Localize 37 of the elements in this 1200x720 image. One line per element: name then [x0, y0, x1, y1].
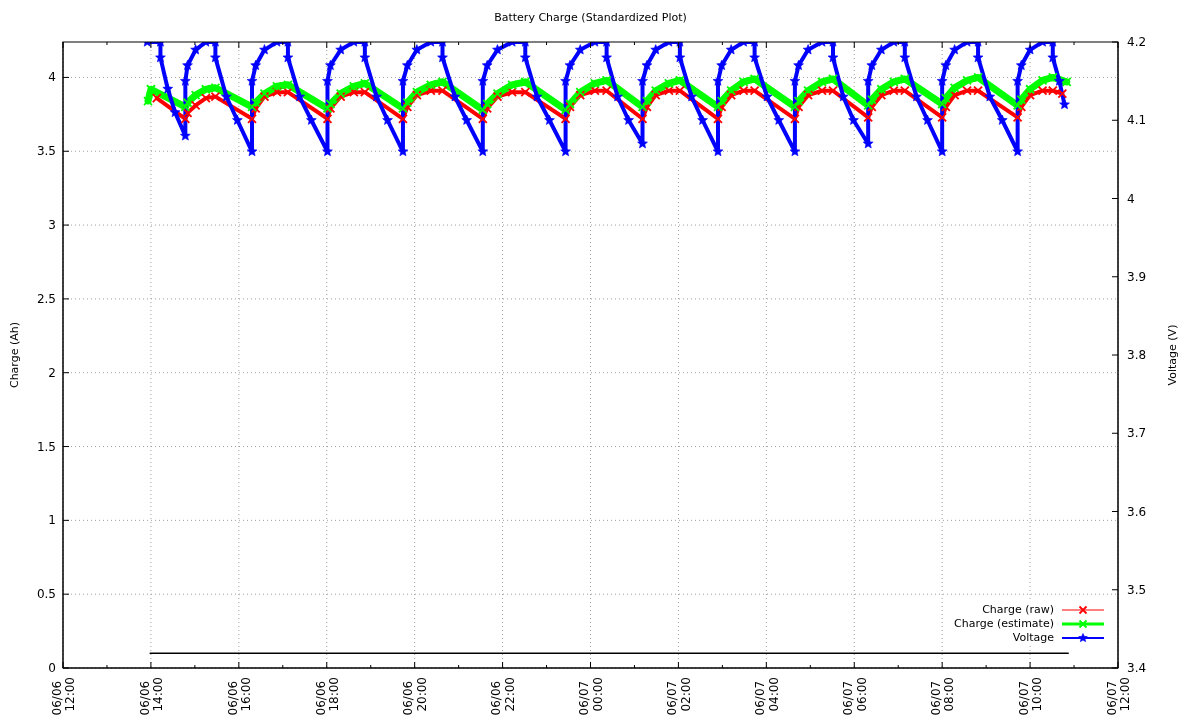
y2-tick-label: 3.6 [1127, 504, 1147, 519]
y-tick-label: 4 [48, 70, 56, 85]
y2-tick-label: 4.1 [1127, 113, 1147, 128]
y2-tick-label: 3.7 [1127, 426, 1147, 441]
y-axis-title: Charge (Ah) [7, 321, 21, 389]
x-tick-label: 06/07 12:00 [1104, 677, 1133, 716]
y2-tick-label: 4.2 [1127, 35, 1147, 49]
x-tick-label: 06/06 22:00 [489, 677, 517, 716]
x-tick-label: 06/06 16:00 [225, 677, 254, 716]
x-tick-label: 06/07 08:00 [928, 677, 957, 716]
y-tick-label: 3 [48, 218, 56, 233]
y2-tick-label: 3.8 [1127, 348, 1147, 362]
chart-title: Battery Charge (Standardized Plot) [494, 11, 687, 24]
y2-tick-label: 3.9 [1127, 269, 1147, 284]
y-tick-label: 2.5 [36, 291, 56, 306]
y-tick-label: 0 [48, 661, 56, 675]
y-tick-label: 1 [48, 513, 56, 528]
y-tick-label: 1.5 [36, 439, 56, 454]
x-tick-label: 06/07 04:00 [753, 677, 781, 716]
y2-tick-label: 4 [1127, 191, 1135, 206]
legend-label: Charge (estimate) [954, 617, 1054, 631]
x-tick-label: 06/07 02:00 [665, 677, 693, 716]
y-tick-label: 3.5 [36, 144, 56, 159]
x-tick-label: 06/06 18:00 [313, 677, 341, 716]
x-tick-label: 06/07 00:00 [577, 677, 605, 716]
y2-tick-label: 3.4 [1127, 661, 1147, 675]
legend-label: Charge (raw) [982, 603, 1054, 617]
x-tick-label: 06/07 06:00 [841, 677, 869, 716]
y-tick-label: 0.5 [36, 587, 56, 602]
x-tick-label: 06/06 12:00 [49, 677, 78, 716]
x-tick-label: 06/06 14:00 [137, 677, 166, 716]
y-tick-label: 2 [48, 365, 56, 380]
x-tick-label: 06/07 10:00 [1016, 677, 1045, 716]
y2-tick-label: 3.5 [1127, 582, 1147, 597]
x-tick-label: 06/06 20:00 [401, 677, 429, 716]
y2-axis-title: Voltage (V) [1165, 324, 1179, 386]
legend-label: Voltage [1012, 631, 1054, 645]
